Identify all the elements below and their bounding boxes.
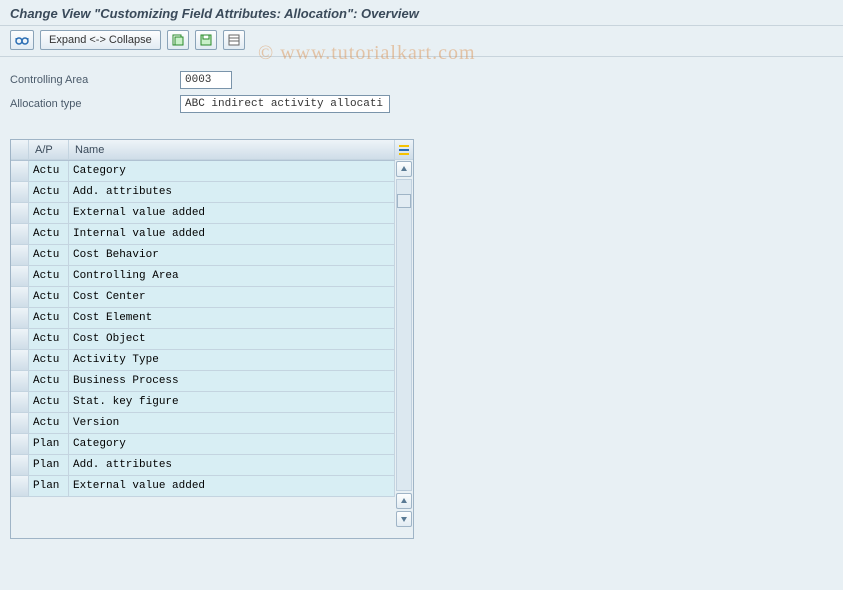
table-row[interactable]: PlanAdd. attributes [11, 455, 395, 476]
cell-ap: Actu [29, 245, 69, 266]
row-selector[interactable] [11, 455, 29, 476]
table-row[interactable]: ActuBusiness Process [11, 371, 395, 392]
select-block-icon[interactable] [223, 30, 245, 50]
column-header-ap[interactable]: A/P [29, 140, 69, 160]
row-selector[interactable] [11, 245, 29, 266]
row-selector[interactable] [11, 287, 29, 308]
cell-ap: Actu [29, 371, 69, 392]
cell-name: Activity Type [69, 350, 395, 371]
row-selector[interactable] [11, 434, 29, 455]
table-row[interactable]: ActuCost Center [11, 287, 395, 308]
row-selector[interactable] [11, 203, 29, 224]
table-row[interactable]: ActuCost Behavior [11, 245, 395, 266]
row-selector[interactable] [11, 392, 29, 413]
scroll-thumb[interactable] [397, 194, 411, 208]
row-selector[interactable] [11, 161, 29, 182]
cell-ap: Actu [29, 329, 69, 350]
scroll-small-up-icon[interactable] [396, 493, 412, 509]
cell-ap: Plan [29, 434, 69, 455]
table-row[interactable]: ActuCost Object [11, 329, 395, 350]
cell-name: Controlling Area [69, 266, 395, 287]
table-settings-icon[interactable] [395, 140, 413, 160]
row-selector[interactable] [11, 308, 29, 329]
cell-name: Cost Object [69, 329, 395, 350]
row-selector[interactable] [11, 413, 29, 434]
cell-ap: Actu [29, 392, 69, 413]
cell-ap: Actu [29, 308, 69, 329]
table-row[interactable]: ActuControlling Area [11, 266, 395, 287]
cell-name: Category [69, 161, 395, 182]
row-selector[interactable] [11, 266, 29, 287]
cell-name: External value added [69, 476, 395, 497]
table-row[interactable]: ActuExternal value added [11, 203, 395, 224]
row-selector[interactable] [11, 182, 29, 203]
row-selector[interactable] [11, 350, 29, 371]
cell-name: Add. attributes [69, 182, 395, 203]
expand-collapse-button[interactable]: Expand <-> Collapse [40, 30, 161, 50]
allocation-type-input[interactable] [180, 95, 390, 113]
row-selector[interactable] [11, 224, 29, 245]
table-container: A/P Name ActuCategoryActuAdd. attributes… [10, 139, 414, 539]
cell-name: Version [69, 413, 395, 434]
new-entries-icon[interactable] [167, 30, 189, 50]
row-selector[interactable] [11, 329, 29, 350]
cell-ap: Plan [29, 455, 69, 476]
cell-name: Add. attributes [69, 455, 395, 476]
save-variant-icon[interactable] [195, 30, 217, 50]
table-row[interactable]: ActuCost Element [11, 308, 395, 329]
allocation-type-label: Allocation type [10, 98, 180, 110]
table-row[interactable]: ActuCategory [11, 161, 395, 182]
cell-name: Business Process [69, 371, 395, 392]
cell-ap: Plan [29, 476, 69, 497]
cell-name: Internal value added [69, 224, 395, 245]
toolbar: Expand <-> Collapse [0, 26, 843, 57]
table-row[interactable]: PlanCategory [11, 434, 395, 455]
cell-name: Cost Behavior [69, 245, 395, 266]
controlling-area-input[interactable] [180, 71, 232, 89]
table-row[interactable]: ActuStat. key figure [11, 392, 395, 413]
cell-name: External value added [69, 203, 395, 224]
scroll-up-icon[interactable] [396, 161, 412, 177]
column-header-name[interactable]: Name [69, 140, 395, 160]
controlling-area-label: Controlling Area [10, 74, 180, 86]
cell-ap: Actu [29, 203, 69, 224]
row-selector[interactable] [11, 476, 29, 497]
cell-name: Cost Center [69, 287, 395, 308]
cell-ap: Actu [29, 413, 69, 434]
scroll-track[interactable] [396, 179, 412, 491]
cell-ap: Actu [29, 161, 69, 182]
page-title: Change View "Customizing Field Attribute… [10, 6, 833, 21]
table-row[interactable]: ActuActivity Type [11, 350, 395, 371]
glasses-detail-icon[interactable] [10, 30, 34, 50]
cell-ap: Actu [29, 182, 69, 203]
cell-name: Stat. key figure [69, 392, 395, 413]
cell-ap: Actu [29, 287, 69, 308]
scroll-down-icon[interactable] [396, 511, 412, 527]
column-header-select[interactable] [11, 140, 29, 160]
cell-name: Cost Element [69, 308, 395, 329]
row-selector[interactable] [11, 371, 29, 392]
table-row[interactable]: ActuInternal value added [11, 224, 395, 245]
cell-ap: Actu [29, 224, 69, 245]
table-row[interactable]: PlanExternal value added [11, 476, 395, 497]
cell-ap: Actu [29, 266, 69, 287]
cell-ap: Actu [29, 350, 69, 371]
table-row[interactable]: ActuAdd. attributes [11, 182, 395, 203]
table-row[interactable]: ActuVersion [11, 413, 395, 434]
cell-name: Category [69, 434, 395, 455]
